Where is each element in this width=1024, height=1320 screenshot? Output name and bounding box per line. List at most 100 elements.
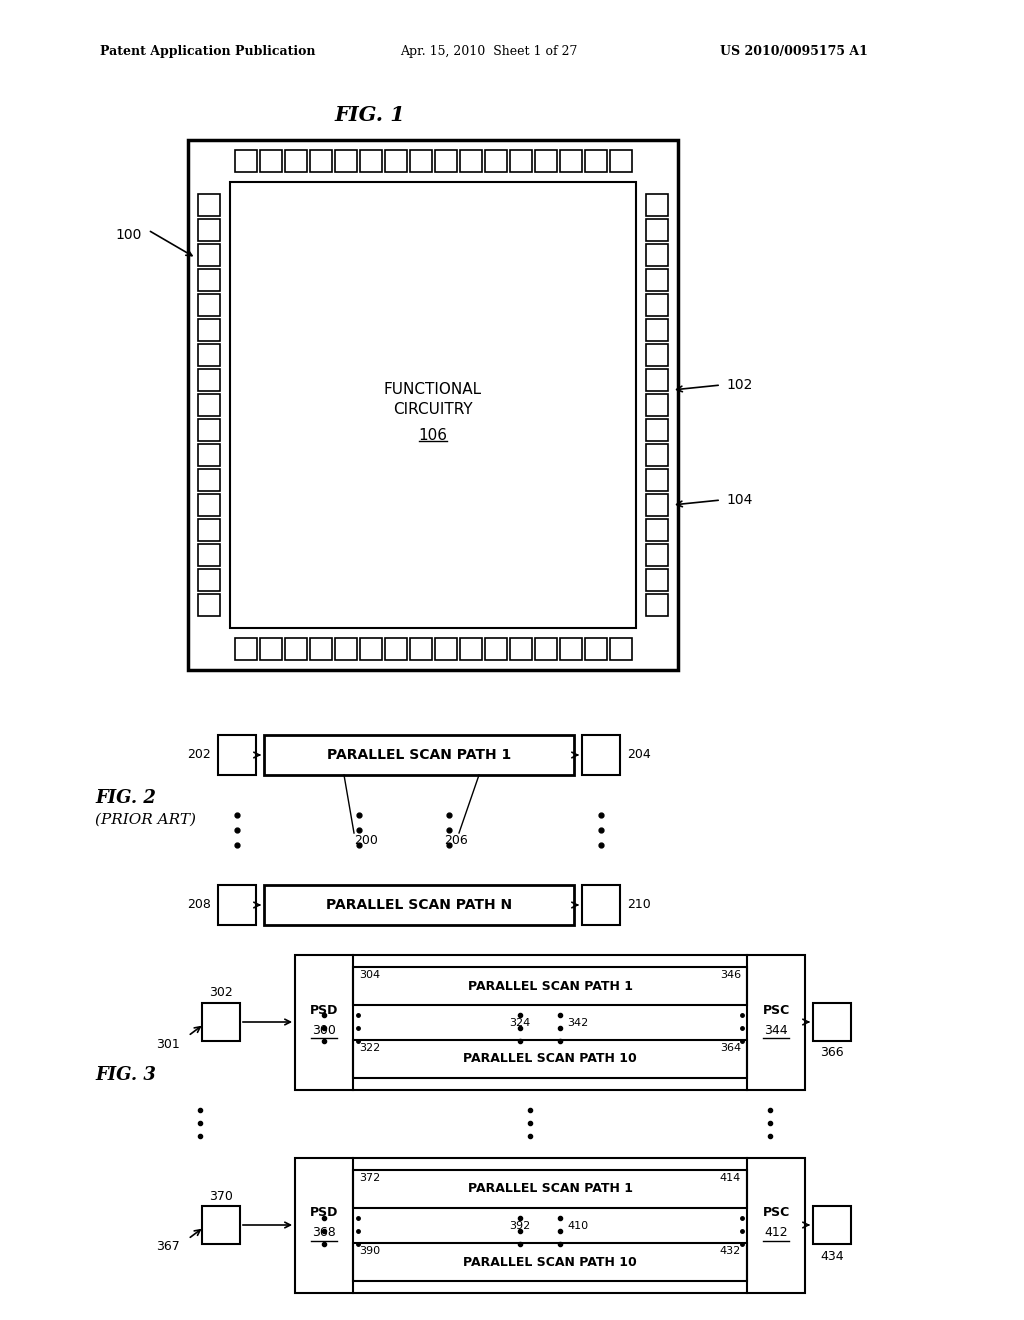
Text: 392: 392	[509, 1221, 530, 1232]
Bar	[198, 294, 220, 315]
Bar	[234, 150, 256, 172]
Bar	[309, 150, 332, 172]
Text: 100: 100	[116, 228, 142, 242]
Bar	[585, 150, 606, 172]
Bar	[198, 219, 220, 242]
Text: PARALLEL SCAN PATH 10: PARALLEL SCAN PATH 10	[463, 1255, 637, 1269]
Bar	[646, 244, 668, 267]
Bar	[410, 638, 431, 660]
Bar	[285, 150, 306, 172]
Bar	[202, 1003, 240, 1041]
Bar	[510, 150, 531, 172]
Text: PARALLEL SCAN PATH 10: PARALLEL SCAN PATH 10	[463, 1052, 637, 1065]
Bar	[535, 638, 556, 660]
Bar	[234, 638, 256, 660]
Bar	[198, 494, 220, 516]
Text: PSD: PSD	[310, 1206, 338, 1220]
Bar	[198, 345, 220, 366]
Bar	[198, 244, 220, 267]
Bar	[359, 150, 382, 172]
Bar	[353, 1170, 746, 1208]
Text: 301: 301	[157, 1038, 180, 1051]
Text: PSC: PSC	[763, 1206, 790, 1220]
Bar	[202, 1206, 240, 1243]
Text: 414: 414	[720, 1173, 741, 1183]
Text: 412: 412	[764, 1226, 787, 1239]
Text: (PRIOR ART): (PRIOR ART)	[95, 813, 196, 828]
Text: 370: 370	[209, 1189, 232, 1203]
Bar	[198, 393, 220, 416]
Bar	[188, 140, 678, 671]
Bar	[646, 469, 668, 491]
Bar	[198, 469, 220, 491]
Text: 342: 342	[567, 1018, 589, 1028]
Bar	[484, 150, 507, 172]
Text: 410: 410	[567, 1221, 589, 1232]
Bar	[295, 1158, 805, 1294]
Bar	[230, 182, 636, 628]
Text: 206: 206	[444, 833, 468, 846]
Bar	[353, 1243, 746, 1280]
Bar	[646, 594, 668, 616]
Bar	[813, 1003, 851, 1041]
Text: FIG. 3: FIG. 3	[95, 1067, 156, 1084]
Text: 106: 106	[419, 428, 447, 442]
Text: Apr. 15, 2010  Sheet 1 of 27: Apr. 15, 2010 Sheet 1 of 27	[400, 45, 578, 58]
Text: 434: 434	[820, 1250, 844, 1262]
Text: PARALLEL SCAN PATH 1: PARALLEL SCAN PATH 1	[327, 748, 511, 762]
Text: 102: 102	[726, 378, 753, 392]
Bar	[646, 494, 668, 516]
Bar	[384, 638, 407, 660]
Text: FIG. 1: FIG. 1	[335, 106, 406, 125]
Text: 304: 304	[359, 970, 380, 979]
Text: Patent Application Publication: Patent Application Publication	[100, 45, 315, 58]
Bar	[434, 638, 457, 660]
Bar	[198, 544, 220, 566]
Text: 367: 367	[157, 1241, 180, 1254]
Bar	[335, 638, 356, 660]
Text: 366: 366	[820, 1047, 844, 1060]
Bar	[198, 370, 220, 391]
Bar	[198, 418, 220, 441]
Bar	[559, 150, 582, 172]
Text: 432: 432	[720, 1246, 741, 1257]
Bar	[609, 638, 632, 660]
Text: US 2010/0095175 A1: US 2010/0095175 A1	[720, 45, 868, 58]
Bar	[646, 418, 668, 441]
Bar	[559, 638, 582, 660]
Text: PSD: PSD	[310, 1003, 338, 1016]
Text: 390: 390	[359, 1246, 380, 1257]
Bar	[285, 638, 306, 660]
Text: 368: 368	[312, 1226, 336, 1239]
Bar	[585, 638, 606, 660]
Bar	[646, 444, 668, 466]
Text: PARALLEL SCAN PATH 1: PARALLEL SCAN PATH 1	[468, 979, 633, 993]
Text: FIG. 2: FIG. 2	[95, 789, 156, 807]
Bar	[218, 735, 256, 775]
Text: PARALLEL SCAN PATH 1: PARALLEL SCAN PATH 1	[468, 1183, 633, 1196]
Bar	[434, 150, 457, 172]
Bar	[264, 735, 574, 775]
Bar	[309, 638, 332, 660]
Bar	[582, 735, 620, 775]
Bar	[264, 884, 574, 925]
Text: 208: 208	[187, 899, 211, 912]
Bar	[609, 150, 632, 172]
Bar	[646, 319, 668, 341]
Bar	[646, 370, 668, 391]
Text: 344: 344	[764, 1023, 787, 1036]
Text: 202: 202	[187, 748, 211, 762]
Bar	[646, 219, 668, 242]
Bar	[259, 638, 282, 660]
Text: PSC: PSC	[763, 1003, 790, 1016]
Bar	[198, 269, 220, 290]
Text: 324: 324	[509, 1018, 530, 1028]
Text: 300: 300	[312, 1023, 336, 1036]
Bar	[353, 1040, 746, 1078]
Bar	[353, 968, 746, 1005]
Text: 372: 372	[359, 1173, 380, 1183]
Bar	[295, 954, 805, 1090]
Text: CIRCUITRY: CIRCUITRY	[393, 403, 473, 417]
Bar	[335, 150, 356, 172]
Bar	[646, 544, 668, 566]
